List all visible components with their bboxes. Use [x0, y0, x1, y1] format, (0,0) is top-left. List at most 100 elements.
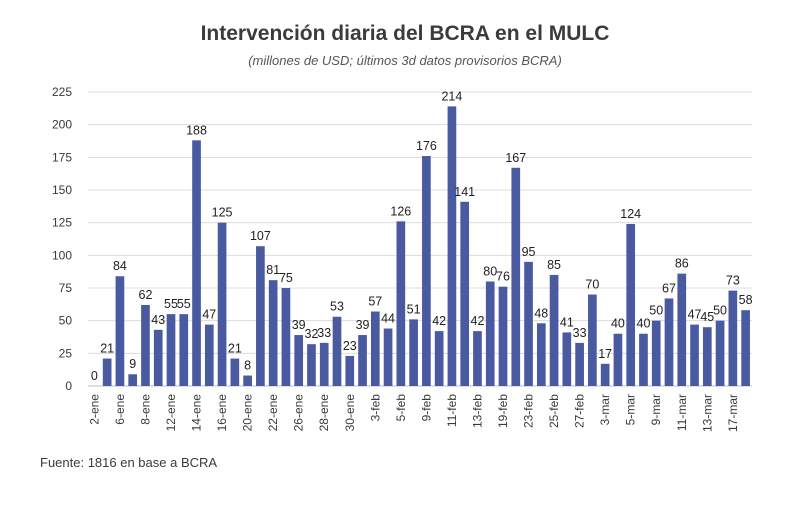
- data-label: 48: [534, 306, 548, 320]
- data-label: 70: [585, 278, 599, 292]
- x-tick-label: 12-ene: [164, 394, 178, 432]
- bar: [460, 201, 470, 386]
- x-tick-label: 25-feb: [547, 394, 561, 428]
- data-label: 45: [700, 310, 714, 324]
- data-label: 58: [739, 293, 753, 307]
- bar: [268, 280, 278, 386]
- bar: [294, 335, 304, 386]
- bar: [613, 333, 623, 386]
- bar: [511, 167, 521, 386]
- x-tick-label: 30-ene: [343, 394, 357, 432]
- x-tick-label: 23-feb: [522, 394, 536, 428]
- data-label: 126: [390, 204, 411, 218]
- y-tick-label: 50: [59, 314, 73, 328]
- bar: [575, 342, 584, 386]
- bar: [498, 286, 508, 386]
- bar: [115, 276, 125, 386]
- bar: [307, 344, 316, 386]
- x-tick-label: 27-feb: [573, 394, 587, 428]
- x-tick-label: 11-feb: [445, 394, 459, 427]
- data-labels: 0218496243555518847125218107817539323353…: [91, 89, 753, 383]
- data-label: 125: [212, 206, 233, 220]
- data-label: 21: [228, 342, 242, 356]
- bar: [715, 320, 725, 386]
- x-tick-label: 9-mar: [649, 394, 663, 425]
- data-label: 39: [292, 318, 306, 332]
- bars: [102, 106, 750, 386]
- bar: [128, 374, 138, 386]
- bar: [677, 273, 687, 386]
- data-label: 51: [407, 302, 421, 316]
- data-label: 167: [505, 151, 526, 165]
- data-label: 23: [343, 339, 357, 353]
- chart-subtitle: (millones de USD; últimos 3d datos provi…: [248, 53, 562, 68]
- bar: [358, 335, 367, 386]
- bar: [141, 304, 150, 386]
- data-label: 32: [305, 327, 319, 341]
- bar: [319, 342, 329, 386]
- data-label: 33: [573, 326, 587, 340]
- data-label: 214: [441, 89, 462, 103]
- data-label: 39: [356, 318, 370, 332]
- bar: [728, 290, 738, 386]
- x-tick-label: 5-mar: [624, 394, 638, 425]
- x-tick-label: 28-ene: [317, 394, 331, 432]
- data-label: 40: [637, 317, 651, 331]
- y-tick-label: 200: [52, 118, 72, 132]
- data-label: 33: [317, 326, 331, 340]
- data-label: 50: [649, 304, 663, 318]
- data-label: 73: [726, 274, 740, 288]
- data-label: 86: [675, 257, 689, 271]
- bar: [256, 246, 265, 386]
- bar: [179, 314, 189, 386]
- data-label: 76: [496, 270, 510, 284]
- bar: [524, 261, 533, 386]
- x-tick-label: 16-ene: [215, 394, 229, 432]
- x-tick-label: 20-ene: [241, 394, 255, 432]
- y-tick-label: 150: [52, 183, 72, 197]
- data-label: 43: [151, 313, 165, 327]
- data-label: 41: [560, 315, 574, 329]
- bar: [447, 106, 457, 386]
- bar: [153, 329, 163, 386]
- bar: [651, 320, 661, 386]
- data-label: 62: [139, 288, 153, 302]
- data-label: 124: [620, 207, 641, 221]
- x-tick-label: 26-ene: [292, 394, 306, 432]
- x-tick-label: 5-feb: [394, 394, 408, 422]
- data-label: 21: [100, 342, 114, 356]
- data-label: 8: [244, 359, 251, 373]
- x-tick-label: 19-feb: [496, 394, 510, 428]
- y-tick-label: 0: [65, 379, 72, 393]
- bar: [639, 333, 648, 386]
- bar: [485, 281, 495, 386]
- data-label: 40: [611, 317, 625, 331]
- bar: [370, 311, 380, 386]
- bar: [562, 332, 572, 386]
- y-tick-label: 125: [52, 216, 72, 230]
- data-label: 47: [688, 308, 702, 322]
- y-tick-label: 75: [59, 281, 73, 295]
- x-tick-label: 3-feb: [368, 394, 382, 422]
- data-label: 17: [598, 347, 612, 361]
- bar: [409, 319, 418, 386]
- data-label: 42: [432, 314, 446, 328]
- y-tick-label: 175: [52, 150, 72, 164]
- bar: [332, 316, 342, 386]
- bar: [473, 331, 482, 386]
- bar: [434, 331, 444, 386]
- bar: [102, 358, 112, 386]
- bar: [230, 358, 240, 386]
- data-label: 42: [471, 314, 485, 328]
- y-tick-label: 225: [52, 85, 72, 99]
- bar: [626, 223, 636, 386]
- bar: [588, 294, 597, 386]
- bar: [396, 221, 406, 386]
- y-axis: 0 25 50 75 100 125 150 175 200 225: [52, 85, 72, 393]
- x-tick-label: 22-ene: [266, 394, 280, 432]
- bar: [192, 140, 201, 386]
- data-label: 47: [202, 308, 216, 322]
- bar: [600, 363, 610, 386]
- y-tick-label: 25: [59, 346, 73, 360]
